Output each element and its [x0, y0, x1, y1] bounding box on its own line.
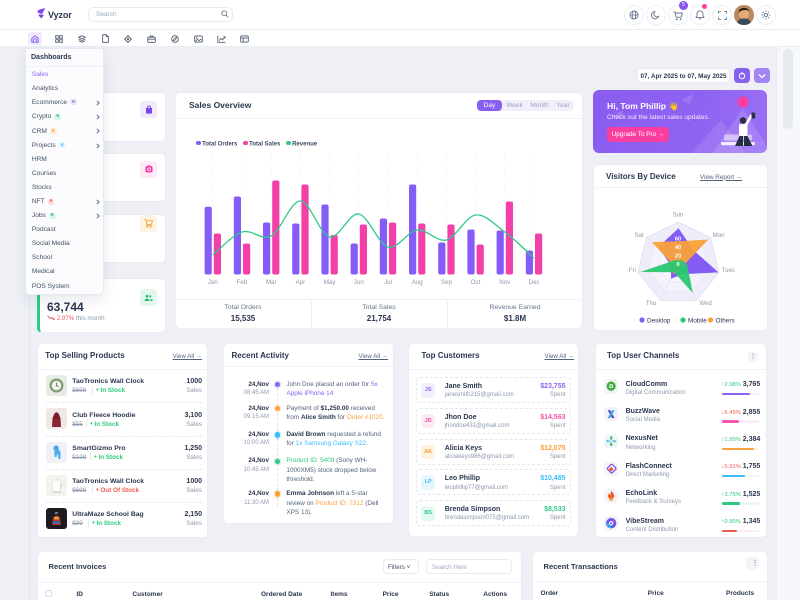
svg-text:Aug: Aug	[412, 279, 424, 286]
svg-text:Tues: Tues	[722, 268, 735, 274]
svg-text:Jan: Jan	[208, 279, 219, 286]
svg-text:20: 20	[675, 253, 681, 259]
svg-text:0: 0	[676, 262, 679, 268]
svg-text:Others: Others	[716, 318, 735, 325]
svg-text:Thu: Thu	[646, 301, 656, 307]
svg-text:Nov: Nov	[499, 279, 511, 286]
svg-text:Jul: Jul	[384, 279, 392, 286]
svg-text:Dec: Dec	[528, 279, 539, 286]
svg-text:Mon: Mon	[713, 233, 725, 239]
svg-text:Mobile: Mobile	[688, 318, 707, 325]
svg-text:May: May	[324, 279, 337, 286]
svg-text:Desktop: Desktop	[647, 318, 671, 325]
svg-text:Mar: Mar	[266, 279, 277, 286]
svg-text:Apr: Apr	[296, 279, 306, 286]
svg-text:Sep: Sep	[441, 279, 453, 286]
svg-text:Oct: Oct	[471, 279, 481, 286]
svg-text:Feb: Feb	[237, 279, 248, 286]
svg-text:40: 40	[675, 245, 681, 251]
svg-text:Jun: Jun	[354, 279, 365, 286]
svg-text:Wed: Wed	[699, 301, 711, 307]
svg-text:Fri: Fri	[629, 268, 636, 274]
svg-text:Sun: Sun	[673, 213, 684, 219]
svg-text:60: 60	[675, 237, 681, 243]
svg-text:Sat: Sat	[634, 233, 643, 239]
